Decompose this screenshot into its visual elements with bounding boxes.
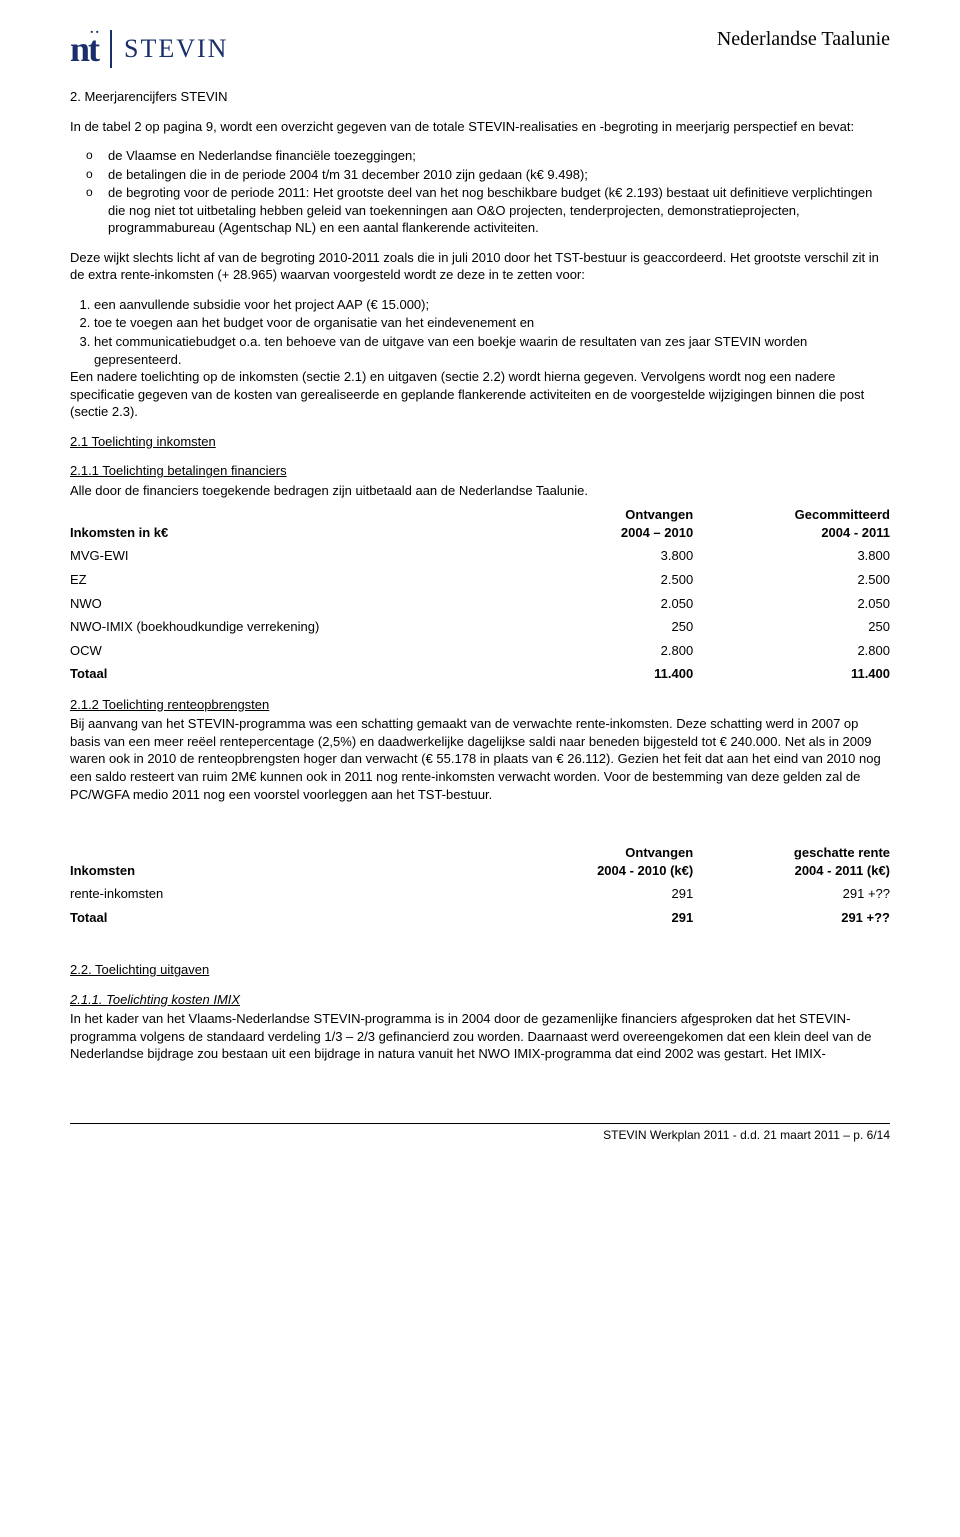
subheading: 2.2. Toelichting uitgaven [70, 961, 890, 979]
page-header: nt.. STEVIN Nederlandse Taalunie [70, 28, 890, 70]
table-row: rente-inkomsten291291 +?? [70, 882, 890, 906]
table-header: geschatte rente 2004 - 2011 (k€) [693, 841, 890, 882]
section-heading: 2. Meerjarencijfers STEVIN [70, 88, 890, 106]
page-footer: STEVIN Werkplan 2011 - d.d. 21 maart 201… [70, 1123, 890, 1142]
numbered-list: een aanvullende subsidie voor het projec… [70, 296, 890, 368]
income-table: Inkomsten in k€ Ontvangen 2004 – 2010 Ge… [70, 503, 890, 685]
table-row: NWO-IMIX (boekhoudkundige verrekening)25… [70, 615, 890, 639]
table-row: NWO2.0502.050 [70, 592, 890, 616]
table-header: Inkomsten in k€ [70, 503, 496, 544]
list-item: toe te voegen aan het budget voor de org… [94, 314, 890, 332]
bullet-list: de Vlaamse en Nederlandse financiële toe… [70, 147, 890, 237]
paragraph: Een nadere toelichting op de inkomsten (… [70, 368, 890, 421]
list-item: de Vlaamse en Nederlandse financiële toe… [108, 147, 890, 165]
logo-mark: nt.. [70, 28, 98, 70]
paragraph: Alle door de financiers toegekende bedra… [70, 482, 890, 500]
paragraph: Deze wijkt slechts licht af van de begro… [70, 249, 890, 284]
intro-paragraph: In de tabel 2 op pagina 9, wordt een ove… [70, 118, 890, 136]
table-header: Gecommitteerd 2004 - 2011 [693, 503, 890, 544]
logo-text: STEVIN [124, 34, 228, 64]
logo: nt.. STEVIN [70, 28, 228, 70]
table-row: EZ2.5002.500 [70, 568, 890, 592]
document-body: 2. Meerjarencijfers STEVIN In de tabel 2… [70, 88, 890, 1063]
paragraph: Bij aanvang van het STEVIN-programma was… [70, 715, 890, 803]
table-total-row: Totaal291291 +?? [70, 906, 890, 930]
header-org: Nederlandse Taalunie [717, 28, 890, 51]
list-item: de begroting voor de periode 2011: Het g… [108, 184, 890, 237]
table-header: Ontvangen 2004 - 2010 (k€) [496, 841, 693, 882]
paragraph: In het kader van het Vlaams-Nederlandse … [70, 1010, 890, 1063]
subheading: 2.1.1 Toelichting betalingen financiers [70, 463, 287, 478]
interest-table: Inkomsten Ontvangen 2004 - 2010 (k€) ges… [70, 841, 890, 929]
list-item: een aanvullende subsidie voor het projec… [94, 296, 890, 314]
list-item: het communicatiebudget o.a. ten behoeve … [94, 333, 890, 368]
subheading: 2.1.2 Toelichting renteopbrengsten [70, 697, 269, 712]
list-item: de betalingen die in de periode 2004 t/m… [108, 166, 890, 184]
table-total-row: Totaal11.40011.400 [70, 662, 890, 686]
table-row: OCW2.8002.800 [70, 639, 890, 663]
table-header: Ontvangen 2004 – 2010 [496, 503, 693, 544]
table-row: MVG-EWI3.8003.800 [70, 544, 890, 568]
table-header: Inkomsten [70, 841, 496, 882]
subheading: 2.1.1. Toelichting kosten IMIX [70, 992, 240, 1007]
logo-divider [110, 30, 112, 68]
subheading: 2.1 Toelichting inkomsten [70, 433, 890, 451]
